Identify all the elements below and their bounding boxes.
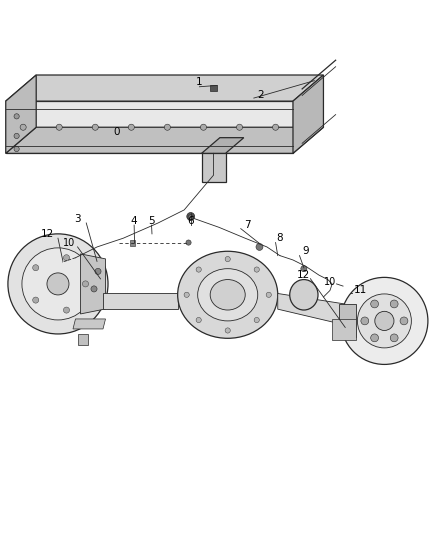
Circle shape xyxy=(371,300,378,308)
Text: 12: 12 xyxy=(40,229,54,239)
Polygon shape xyxy=(201,154,226,182)
Bar xyxy=(130,240,135,246)
Circle shape xyxy=(47,273,69,295)
Polygon shape xyxy=(73,319,106,329)
Bar xyxy=(210,85,217,91)
Polygon shape xyxy=(103,294,178,309)
Circle shape xyxy=(8,234,108,334)
Text: 10: 10 xyxy=(63,238,75,247)
Polygon shape xyxy=(81,254,106,314)
Circle shape xyxy=(390,334,398,342)
Bar xyxy=(332,319,356,341)
Circle shape xyxy=(371,334,378,342)
Circle shape xyxy=(237,124,243,130)
Circle shape xyxy=(225,328,230,333)
Text: 1: 1 xyxy=(196,77,203,86)
Polygon shape xyxy=(6,101,293,154)
Circle shape xyxy=(196,318,201,322)
FancyBboxPatch shape xyxy=(78,334,88,345)
Circle shape xyxy=(20,124,26,130)
Circle shape xyxy=(256,244,263,251)
Text: 2: 2 xyxy=(257,90,264,100)
Circle shape xyxy=(14,114,19,119)
Circle shape xyxy=(375,311,394,330)
Circle shape xyxy=(254,267,259,272)
Circle shape xyxy=(187,213,194,220)
Circle shape xyxy=(33,297,39,303)
Circle shape xyxy=(164,124,170,130)
Circle shape xyxy=(254,318,259,322)
Text: 11: 11 xyxy=(354,286,367,295)
Text: 4: 4 xyxy=(131,216,138,226)
Circle shape xyxy=(357,294,411,348)
Circle shape xyxy=(400,317,408,325)
Circle shape xyxy=(272,124,279,130)
Circle shape xyxy=(64,307,70,313)
Ellipse shape xyxy=(178,251,278,338)
Text: 6: 6 xyxy=(187,216,194,226)
Ellipse shape xyxy=(198,269,258,321)
Circle shape xyxy=(82,281,88,287)
Text: 0: 0 xyxy=(113,126,120,136)
Polygon shape xyxy=(6,75,36,154)
Text: 10: 10 xyxy=(324,277,336,287)
Text: 12: 12 xyxy=(297,270,311,280)
Circle shape xyxy=(201,124,206,130)
Text: 3: 3 xyxy=(74,214,81,224)
Text: 8: 8 xyxy=(277,233,283,243)
Ellipse shape xyxy=(210,279,245,310)
Polygon shape xyxy=(278,294,378,333)
Circle shape xyxy=(56,124,62,130)
Circle shape xyxy=(301,265,307,272)
Ellipse shape xyxy=(290,279,318,310)
Text: 5: 5 xyxy=(148,216,155,226)
Circle shape xyxy=(390,300,398,308)
Circle shape xyxy=(341,277,428,365)
Text: 7: 7 xyxy=(244,220,251,230)
Polygon shape xyxy=(293,75,323,154)
Circle shape xyxy=(184,292,189,297)
Circle shape xyxy=(64,255,70,261)
Polygon shape xyxy=(6,75,323,101)
Circle shape xyxy=(225,256,230,262)
Circle shape xyxy=(91,286,97,292)
Circle shape xyxy=(95,268,101,274)
Circle shape xyxy=(188,215,193,220)
Circle shape xyxy=(361,317,369,325)
Circle shape xyxy=(128,124,134,130)
Circle shape xyxy=(196,267,201,272)
Circle shape xyxy=(14,133,19,139)
Circle shape xyxy=(186,240,191,245)
Circle shape xyxy=(266,292,272,297)
Circle shape xyxy=(92,124,98,130)
Polygon shape xyxy=(339,304,356,337)
Circle shape xyxy=(14,147,19,151)
Circle shape xyxy=(22,248,94,320)
Circle shape xyxy=(33,265,39,271)
Text: 9: 9 xyxy=(303,246,309,256)
Polygon shape xyxy=(6,127,323,154)
Polygon shape xyxy=(201,138,244,154)
